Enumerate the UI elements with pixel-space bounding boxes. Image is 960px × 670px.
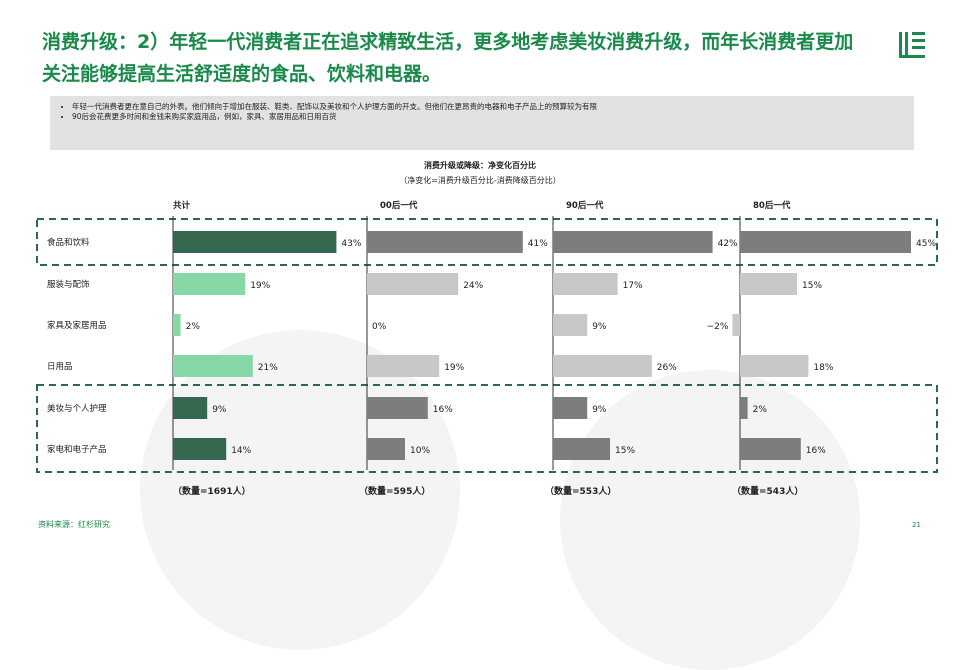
data-label: 9% (592, 322, 607, 332)
data-label: 45% (916, 239, 936, 249)
bar (367, 397, 428, 419)
sample-size-label: （数量=553人） (545, 485, 616, 497)
category-label: 家电和电子产品 (47, 444, 107, 455)
bar (173, 314, 181, 336)
bar (367, 355, 439, 377)
bar (740, 273, 797, 295)
data-label: 15% (615, 446, 635, 456)
bar (173, 397, 207, 419)
series-header: 共计 (173, 200, 191, 211)
data-label: 9% (592, 405, 607, 415)
data-label: 15% (802, 281, 822, 291)
data-label: 2% (186, 322, 201, 332)
data-label: 19% (444, 363, 464, 373)
category-label: 日用品 (47, 362, 73, 372)
bar (367, 438, 405, 460)
bar (173, 273, 245, 295)
series-header: 00后一代 (380, 200, 418, 211)
bar (553, 397, 587, 419)
series-header: 90后一代 (566, 200, 604, 211)
data-label: 41% (528, 239, 548, 249)
data-label: 14% (231, 446, 251, 456)
bar (553, 355, 652, 377)
bar (553, 438, 610, 460)
source-note: 资料来源：红杉研究 (38, 519, 110, 530)
bar (740, 355, 808, 377)
data-label: 24% (463, 281, 483, 291)
bar (173, 355, 253, 377)
data-label: 9% (212, 405, 227, 415)
data-label: 18% (813, 363, 833, 373)
data-label: 43% (341, 239, 361, 249)
sample-size-label: （数量=543人） (732, 485, 803, 497)
category-label: 美妆与个人护理 (47, 403, 107, 414)
bar (553, 231, 713, 253)
series-header: 80后一代 (753, 200, 791, 211)
bar (740, 231, 911, 253)
data-label: 16% (433, 405, 453, 415)
data-label: 21% (258, 363, 278, 373)
data-label: −2% (707, 322, 729, 332)
data-label: 0% (372, 322, 387, 332)
data-label: 26% (657, 363, 677, 373)
bar (740, 438, 801, 460)
page-number: 21 (912, 521, 921, 529)
highlight-box (37, 385, 937, 472)
category-label: 服装与配饰 (47, 279, 90, 290)
bar (553, 314, 587, 336)
category-label: 家具及家居用品 (47, 320, 107, 331)
bar (740, 397, 748, 419)
data-label: 10% (410, 446, 430, 456)
bar (367, 231, 523, 253)
bar (173, 438, 226, 460)
data-label: 2% (753, 405, 768, 415)
sample-size-label: （数量=595人） (359, 485, 430, 497)
sample-size-label: （数量=1691人） (173, 485, 251, 497)
data-label: 16% (806, 446, 826, 456)
category-label: 食品和饮料 (47, 237, 90, 248)
bar (732, 314, 740, 336)
bar (367, 273, 458, 295)
data-label: 42% (718, 239, 738, 249)
bar-chart: 共计 （数量=1691人） 00后一代 （数量=595人） 90后一代 （数量=553人）… (0, 0, 960, 540)
bar (553, 273, 618, 295)
bar (173, 231, 336, 253)
data-label: 17% (623, 281, 643, 291)
data-label: 19% (250, 281, 270, 291)
